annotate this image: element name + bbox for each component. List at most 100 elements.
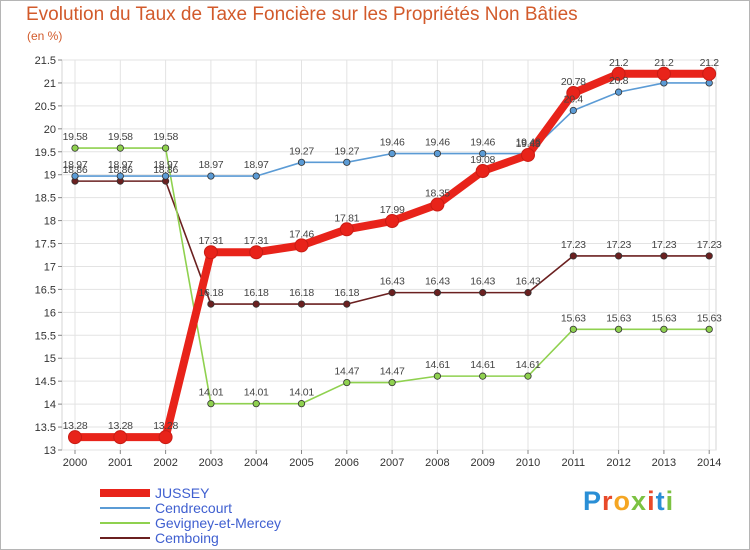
data-label: 21.2 [609,57,629,69]
data-label: 19.46 [516,137,541,149]
x-tick-label: 2013 [652,457,676,469]
data-label: 15.63 [697,312,722,324]
data-label: 19.58 [153,131,178,143]
data-point [207,400,215,408]
data-label: 18.97 [199,159,224,171]
data-label: 17.23 [606,239,631,251]
data-point [162,144,170,152]
data-label: 17.31 [199,235,224,247]
data-label: 16.43 [380,276,405,288]
data-label: 17.99 [380,204,405,216]
x-tick-label: 2000 [63,457,87,469]
data-label: 17.46 [289,228,314,240]
data-point [343,300,351,308]
x-tick-label: 2003 [199,457,223,469]
logo-letter: o [613,486,632,516]
data-label: 19.43 [516,138,541,150]
data-label: 18.86 [153,164,178,176]
data-label: 13.28 [108,420,133,432]
data-label: 18.86 [108,164,133,176]
data-point [656,66,671,81]
logo-letter: r [602,486,614,516]
proxiti-logo: Proxiti [583,486,674,517]
x-tick-label: 2001 [108,457,132,469]
data-label: 21.2 [654,57,674,69]
data-point [116,144,124,152]
y-tick-label: 14.5 [35,376,56,388]
y-tick-label: 16.5 [35,284,56,296]
data-point [566,86,581,101]
data-label: 16.43 [425,276,450,288]
data-point [385,214,400,229]
y-tick-label: 19.5 [35,147,56,159]
data-point [614,252,623,260]
y-tick-label: 21.5 [35,55,56,67]
legend-label: Cendrecourt [155,500,233,516]
y-tick-label: 19 [44,170,56,182]
data-label: 15.63 [561,312,586,324]
data-point [430,197,445,212]
data-point [433,372,441,380]
data-label: 15.63 [652,312,677,324]
legend-swatch [100,507,150,509]
y-tick-label: 15.5 [35,330,56,342]
chart-unit-label: (en %) [27,29,63,43]
logo-letter: i [665,486,675,516]
data-point [433,289,441,297]
data-point [297,300,306,308]
data-label: 14.01 [289,387,314,399]
data-label: 14.61 [516,359,541,371]
data-point [207,300,215,308]
data-label: 20.78 [561,76,586,88]
data-point [71,172,79,180]
data-label: 14.61 [425,359,450,371]
data-label: 16.18 [244,287,269,299]
data-point [479,289,487,297]
data-label: 17.81 [334,212,359,224]
data-point [297,400,306,408]
y-tick-label: 15 [44,353,56,365]
data-label: 13.28 [63,420,88,432]
data-point [524,372,532,380]
data-label: 19.27 [334,145,359,157]
chart-title: Evolution du Taux de Taxe Foncière sur l… [26,4,578,25]
legend-item: JUSSEY [100,485,360,501]
data-label: 18.97 [244,159,269,171]
data-point [252,172,260,180]
data-label: 16.43 [516,276,541,288]
data-point [475,164,490,179]
y-tick-label: 18.5 [35,193,56,205]
y-tick-label: 20 [44,124,56,136]
data-label: 16.18 [334,287,359,299]
data-point [569,106,577,115]
plot-area [61,59,717,451]
y-tick-label: 16 [44,307,56,319]
data-label: 20.8 [609,75,629,87]
x-tick-label: 2012 [606,457,630,469]
data-label: 17.23 [561,239,586,251]
data-label: 14.47 [380,366,405,378]
x-tick-label: 2004 [244,457,268,469]
x-tick-label: 2009 [470,457,494,469]
data-label: 16.43 [470,276,495,288]
x-tick-label: 2007 [380,457,404,469]
y-tick-label: 17 [44,261,56,273]
data-point [614,325,623,333]
data-label: 14.61 [470,359,495,371]
data-point [388,289,396,297]
x-tick-label: 2010 [516,457,540,469]
legend-label: JUSSEY [155,485,210,501]
data-label: 21.2 [700,57,720,69]
data-label: 18.97 [63,159,88,171]
y-tick-label: 21 [44,78,56,90]
logo-letter: i [647,486,656,516]
x-tick-label: 2006 [335,457,359,469]
data-point [162,172,170,180]
data-point [343,158,351,166]
data-point [203,245,218,260]
data-point [660,252,668,260]
data-point [614,88,623,96]
data-label: 18.86 [63,164,88,176]
data-label: 19.58 [63,131,88,143]
x-tick-label: 2008 [425,457,449,469]
